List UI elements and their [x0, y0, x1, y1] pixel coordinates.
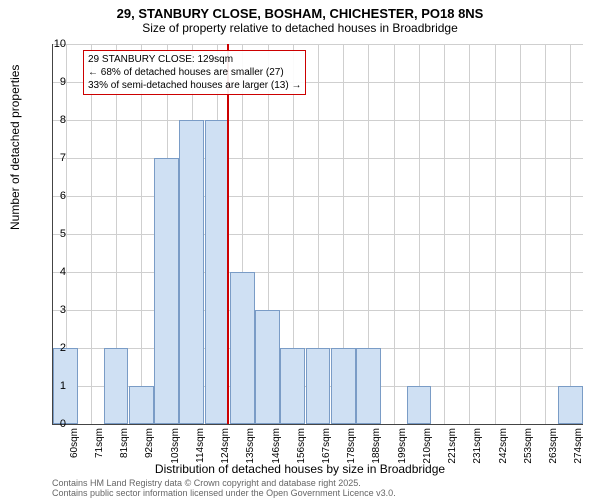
x-tick-label: 156sqm	[296, 428, 307, 464]
x-tick-label: 210sqm	[422, 428, 433, 464]
gridline-vertical	[141, 44, 142, 424]
y-tick-label: 3	[46, 304, 66, 316]
histogram-bar	[558, 386, 583, 424]
plot-region: 29 STANBURY CLOSE: 129sqm← 68% of detach…	[52, 44, 583, 425]
histogram-bar	[230, 272, 255, 424]
y-tick-label: 5	[46, 228, 66, 240]
x-tick-label: 231sqm	[472, 428, 483, 464]
histogram-bar	[154, 158, 179, 424]
x-tick-label: 242sqm	[498, 428, 509, 464]
y-tick-label: 10	[46, 38, 66, 50]
gridline-vertical	[545, 44, 546, 424]
annotation-box: 29 STANBURY CLOSE: 129sqm← 68% of detach…	[83, 50, 306, 95]
y-tick-label: 7	[46, 152, 66, 164]
gridline-vertical	[469, 44, 470, 424]
gridline-vertical	[394, 44, 395, 424]
annotation-line: 33% of semi-detached houses are larger (…	[88, 79, 301, 92]
x-tick-label: 178sqm	[346, 428, 357, 464]
x-tick-label: 221sqm	[447, 428, 458, 464]
x-tick-label: 103sqm	[170, 428, 181, 464]
histogram-bar	[205, 120, 230, 424]
x-tick-label: 60sqm	[69, 428, 80, 458]
histogram-bar	[280, 348, 305, 424]
annotation-line: ← 68% of detached houses are smaller (27…	[88, 66, 301, 79]
histogram-bar	[407, 386, 432, 424]
annotation-line: 29 STANBURY CLOSE: 129sqm	[88, 53, 301, 66]
y-tick-label: 6	[46, 190, 66, 202]
x-tick-label: 188sqm	[371, 428, 382, 464]
chart-subtitle: Size of property relative to detached ho…	[0, 21, 600, 39]
y-tick-label: 0	[46, 418, 66, 430]
y-tick-label: 1	[46, 380, 66, 392]
histogram-bar	[331, 348, 356, 424]
reference-line	[227, 44, 229, 424]
x-tick-label: 71sqm	[94, 428, 105, 458]
x-tick-label: 274sqm	[573, 428, 584, 464]
histogram-bar	[306, 348, 331, 424]
chart-container: 29, STANBURY CLOSE, BOSHAM, CHICHESTER, …	[0, 0, 600, 500]
gridline-vertical	[419, 44, 420, 424]
histogram-bar	[255, 310, 280, 424]
x-tick-label: 92sqm	[144, 428, 155, 458]
x-tick-label: 263sqm	[548, 428, 559, 464]
x-tick-label: 124sqm	[220, 428, 231, 464]
x-tick-label: 81sqm	[119, 428, 130, 458]
gridline-vertical	[570, 44, 571, 424]
histogram-bar	[129, 386, 154, 424]
x-axis-label: Distribution of detached houses by size …	[0, 462, 600, 476]
y-axis-label: Number of detached properties	[8, 65, 22, 230]
x-tick-label: 114sqm	[195, 428, 206, 463]
gridline-vertical	[520, 44, 521, 424]
footer-line-1: Contains HM Land Registry data © Crown c…	[52, 478, 396, 488]
y-tick-label: 2	[46, 342, 66, 354]
histogram-bar	[104, 348, 129, 424]
histogram-bar	[179, 120, 204, 424]
x-tick-label: 135sqm	[245, 428, 256, 464]
gridline-vertical	[495, 44, 496, 424]
x-tick-label: 146sqm	[271, 428, 282, 464]
x-tick-label: 167sqm	[321, 428, 332, 464]
gridline-vertical	[444, 44, 445, 424]
x-tick-label: 199sqm	[397, 428, 408, 464]
x-tick-label: 253sqm	[523, 428, 534, 464]
y-tick-label: 4	[46, 266, 66, 278]
chart-area: 29 STANBURY CLOSE: 129sqm← 68% of detach…	[52, 44, 582, 424]
histogram-bar	[356, 348, 381, 424]
gridline-vertical	[91, 44, 92, 424]
footer-line-2: Contains public sector information licen…	[52, 488, 396, 498]
chart-title: 29, STANBURY CLOSE, BOSHAM, CHICHESTER, …	[0, 0, 600, 21]
y-tick-label: 9	[46, 76, 66, 88]
y-tick-label: 8	[46, 114, 66, 126]
footer-attribution: Contains HM Land Registry data © Crown c…	[52, 478, 396, 499]
